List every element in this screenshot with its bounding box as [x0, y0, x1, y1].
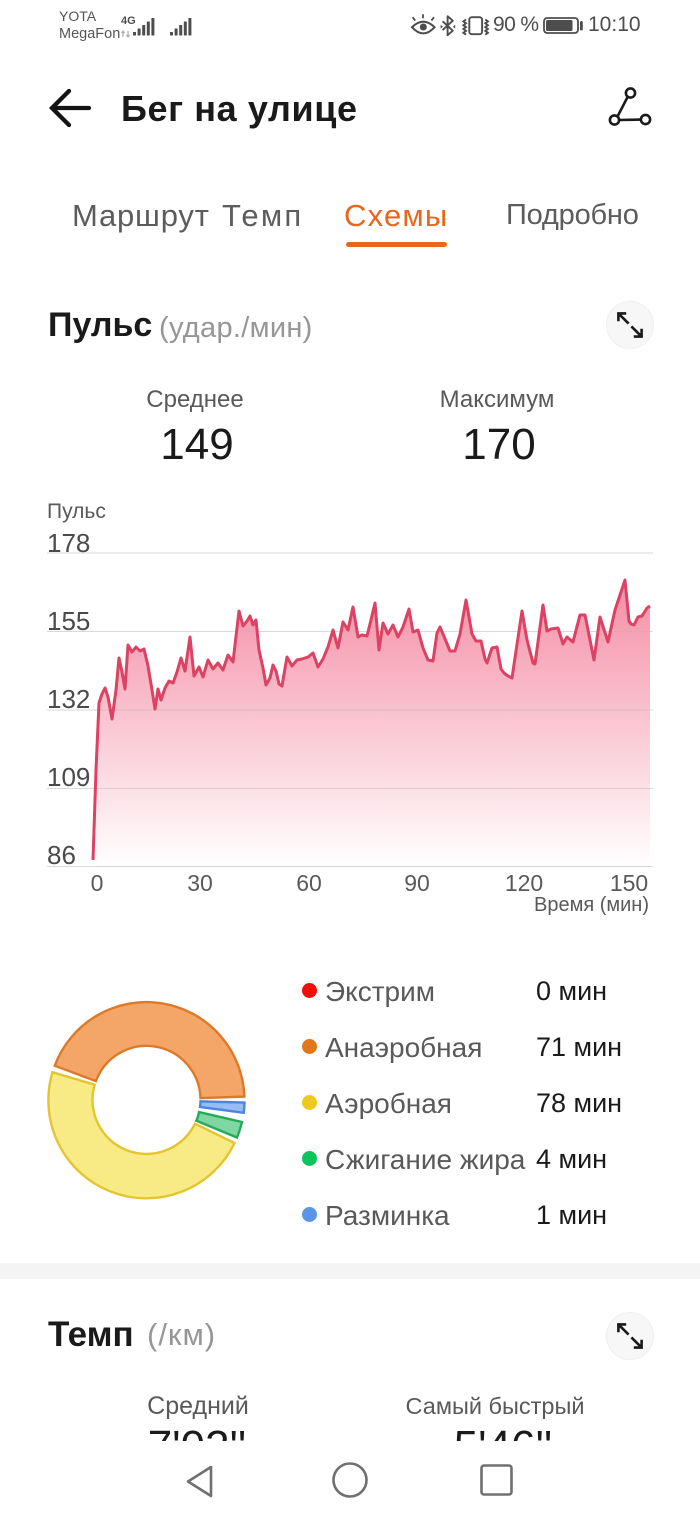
- svg-text:4G: 4G: [121, 15, 136, 27]
